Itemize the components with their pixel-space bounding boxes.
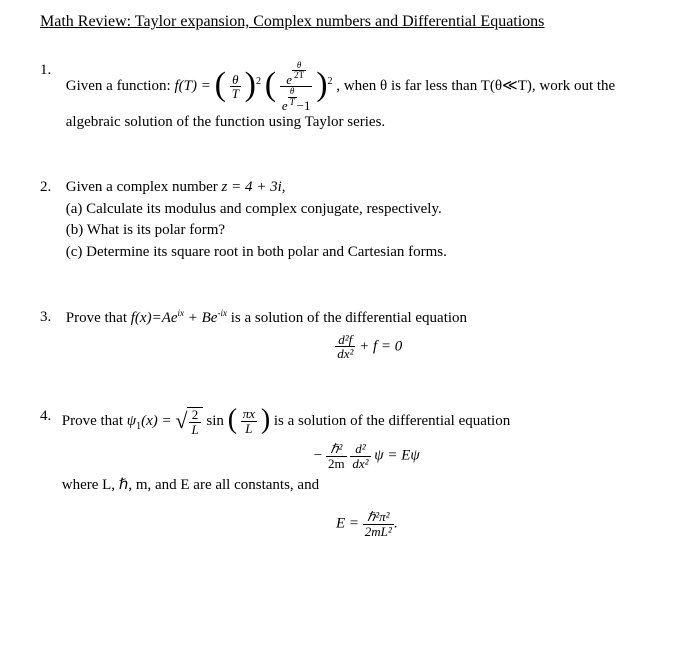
denominator: L xyxy=(241,422,257,436)
numerator: θ xyxy=(230,73,241,88)
problem-3: 3. Prove that f(x)=Aeix + Be-ix is a sol… xyxy=(40,308,672,361)
subpart-a: (a) Calculate its modulus and complex co… xyxy=(66,200,672,220)
paren-group: ( θ T ) xyxy=(215,70,256,104)
text: is a solution of the differential equati… xyxy=(274,413,510,429)
denominator: dx² xyxy=(335,347,355,361)
problem-number: 4. xyxy=(40,407,58,427)
theta: θ xyxy=(297,60,301,70)
problem-4: 4. Prove that ψ1(x) = √2L sin ( πx L ) i… xyxy=(40,407,672,538)
problem-1: 1. Given a function: f(T) = ( θ T ) 2 ( xyxy=(40,61,672,132)
text: is a solution of the differential equati… xyxy=(227,310,467,326)
exponent: 2 xyxy=(328,76,333,87)
denominator: T xyxy=(230,87,241,101)
eqE: = Eψ xyxy=(384,448,420,464)
problem-number: 1. xyxy=(40,61,62,81)
text: Given a function: xyxy=(66,78,175,94)
fraction: d²f dx² xyxy=(335,333,355,361)
equation: E = ℏ²π² 2mL² . xyxy=(62,510,672,538)
text: , when θ is far less than T(θ≪T), work o… xyxy=(336,78,615,94)
math: + Be xyxy=(184,310,217,326)
text: Prove that xyxy=(62,413,127,429)
text: algebraic solution of the function using… xyxy=(66,114,385,130)
subpart-c: (c) Determine its square root in both po… xyxy=(66,243,672,263)
fraction: eθ2T eθT−1 xyxy=(280,61,313,113)
minus-one: −1 xyxy=(297,98,311,113)
problem-number: 3. xyxy=(40,308,62,328)
numerator: eθ2T xyxy=(280,61,313,87)
numerator: d²f xyxy=(335,333,355,348)
fraction: θ T xyxy=(230,73,241,101)
paren-group: ( eθ2T eθT−1 ) xyxy=(265,61,328,113)
exp: -ix xyxy=(217,308,227,318)
var-t: T xyxy=(290,97,295,107)
exp-fraction: θT xyxy=(288,87,297,107)
numerator: πx xyxy=(241,407,257,422)
denominator: 2m xyxy=(326,457,347,471)
sqrt: √2L xyxy=(175,407,202,436)
problem-body: Given a complex number z = 4 + 3i, (a) C… xyxy=(66,178,672,262)
equation: d²f dx² + f = 0 xyxy=(66,333,672,361)
where-text: where L, ℏ, m, and E are all constants, … xyxy=(62,476,672,496)
math: (x) = xyxy=(141,413,175,429)
denominator: L xyxy=(189,423,200,437)
exp-fraction: θ2T xyxy=(292,61,306,81)
text: Prove that xyxy=(66,310,131,326)
theta: θ xyxy=(290,86,294,96)
page-title: Math Review: Taylor expansion, Complex n… xyxy=(40,12,672,33)
exponent: 2 xyxy=(256,76,261,87)
fraction: 2L xyxy=(189,408,200,436)
E: E = xyxy=(336,516,363,532)
psi: ψ xyxy=(127,413,136,429)
hbar2: ℏ² xyxy=(330,441,342,456)
subpart-b: (b) What is its polar form? xyxy=(66,221,672,241)
dot: . xyxy=(394,516,398,532)
problem-body: Prove that f(x)=Aeix + Be-ix is a soluti… xyxy=(66,308,672,361)
numerator: d² xyxy=(350,442,370,457)
equation: − ℏ² 2m d² dx² ψ = Eψ xyxy=(62,442,672,470)
numerator: 2 xyxy=(189,408,200,423)
rhs: + f = 0 xyxy=(355,338,402,354)
twom: 2m xyxy=(328,456,345,471)
fraction: ℏ² 2m xyxy=(326,442,347,470)
denominator: dx² xyxy=(350,457,370,471)
paren-group: ( πx L ) xyxy=(228,407,270,435)
psi: ψ xyxy=(374,448,383,464)
numerator: ℏ²π² xyxy=(363,510,394,525)
fraction: ℏ²π² 2mL² xyxy=(363,510,394,538)
math: z = 4 + 3i, xyxy=(222,179,286,195)
math: f(x)=Ae xyxy=(131,310,178,326)
text: Given a complex number xyxy=(66,179,222,195)
two-t: 2T xyxy=(294,70,304,80)
denominator: 2mL² xyxy=(363,525,394,539)
problem-number: 2. xyxy=(40,178,62,198)
math: f(T) = xyxy=(174,78,214,94)
text: where L, ℏ, m, and E are all constants, … xyxy=(62,477,319,493)
problem-body: Given a function: f(T) = ( θ T ) 2 ( xyxy=(66,61,672,132)
fraction: πx L xyxy=(241,407,257,435)
fraction: d² dx² xyxy=(350,442,370,470)
problem-body: Prove that ψ1(x) = √2L sin ( πx L ) is a… xyxy=(62,407,672,538)
denominator: eθT−1 xyxy=(280,87,313,112)
problem-2: 2. Given a complex number z = 4 + 3i, (a… xyxy=(40,178,672,262)
numerator: ℏ² xyxy=(326,442,347,457)
sin: sin xyxy=(206,413,224,429)
